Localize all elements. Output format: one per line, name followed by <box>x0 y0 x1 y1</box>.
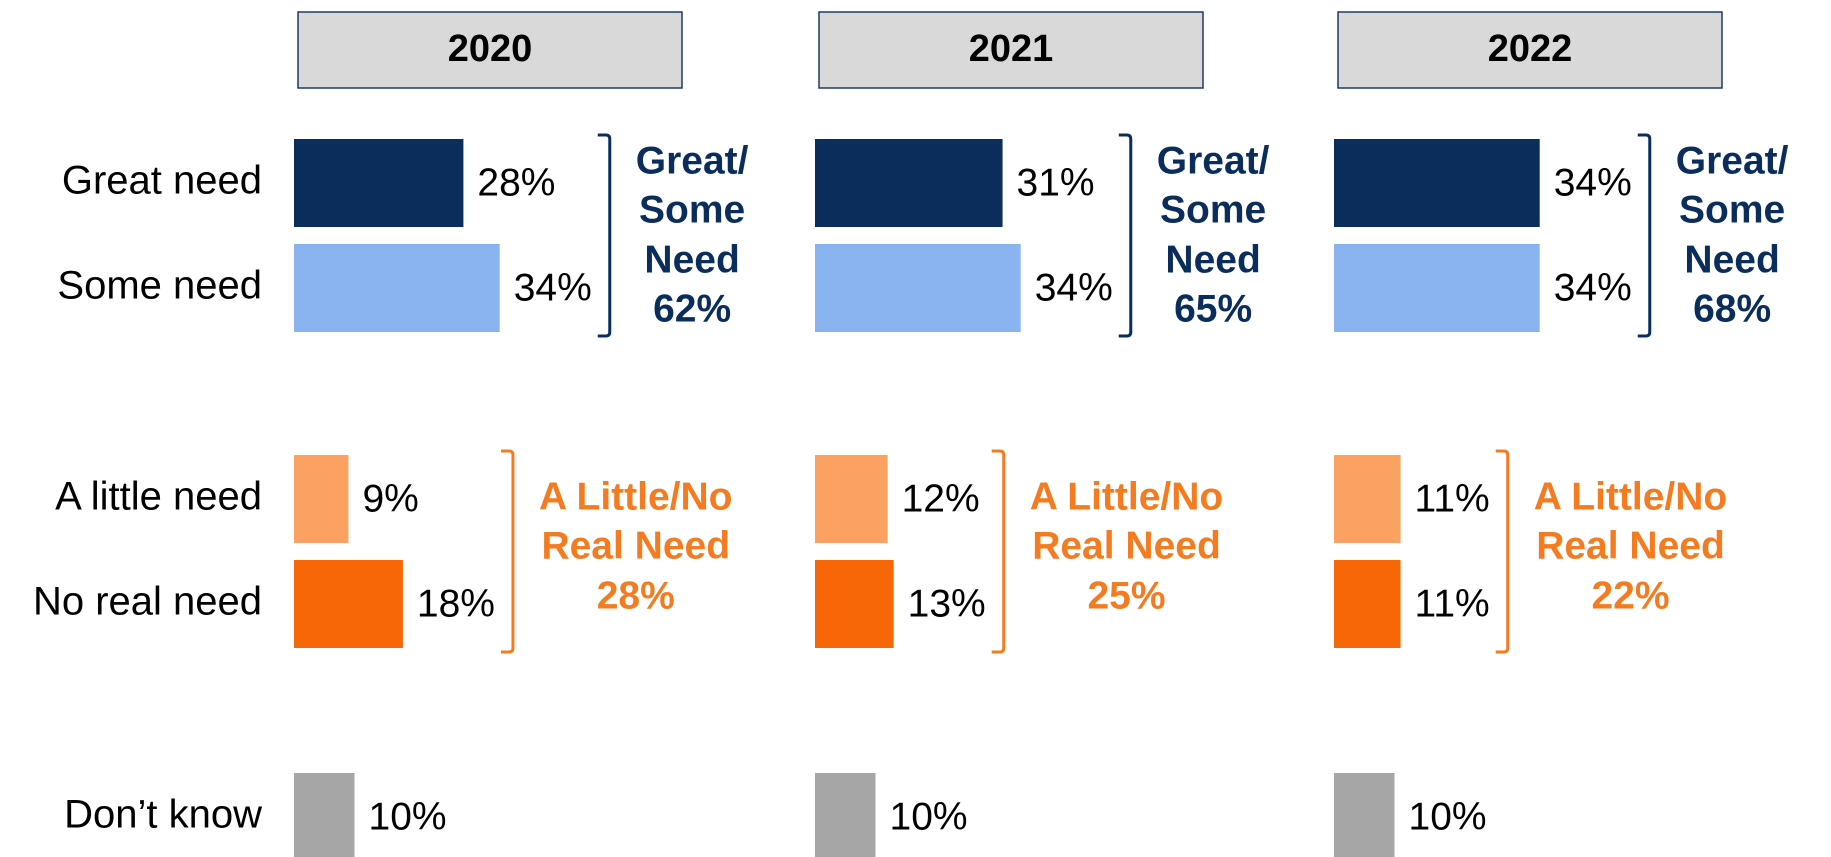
value-label: 34% <box>1554 161 1632 204</box>
value-label: 10% <box>890 795 968 838</box>
category-label: Don’t know <box>64 793 262 837</box>
value-label: 10% <box>1409 795 1487 838</box>
value-label: 10% <box>369 795 447 838</box>
bar <box>294 244 500 332</box>
bar <box>1334 244 1540 332</box>
group-label: A Little/No <box>1534 475 1728 518</box>
bar <box>1334 139 1540 227</box>
year-header: 2021 <box>969 28 1054 70</box>
value-label: 18% <box>417 582 495 625</box>
group-value: 25% <box>1087 574 1165 617</box>
year-header-box <box>1337 11 1723 89</box>
bar <box>1334 560 1401 648</box>
value-label: 34% <box>1554 266 1632 309</box>
group-bracket <box>1118 133 1133 338</box>
bar <box>1334 773 1395 857</box>
bar <box>294 139 464 227</box>
group-label: Some <box>1160 188 1266 231</box>
bar <box>294 455 349 543</box>
value-label: 13% <box>908 582 986 625</box>
category-label: A little need <box>55 475 262 519</box>
group-label: Great/ <box>1676 139 1789 182</box>
year-header-box <box>297 11 683 89</box>
bar <box>815 773 876 857</box>
bar <box>815 244 1021 332</box>
group-label: A Little/No <box>1030 475 1224 518</box>
group-value: 68% <box>1693 287 1771 330</box>
year-header-box <box>818 11 1204 89</box>
group-label: Need <box>644 238 739 281</box>
bar <box>294 560 403 648</box>
group-label: Need <box>1684 238 1779 281</box>
year-header: 2020 <box>448 28 533 70</box>
bar <box>815 560 894 648</box>
group-label: Real Need <box>541 524 730 567</box>
value-label: 34% <box>1035 266 1113 309</box>
bar <box>1334 455 1401 543</box>
category-label: Great need <box>62 159 262 203</box>
group-bracket <box>1495 449 1510 654</box>
group-value: 28% <box>597 574 675 617</box>
group-bracket <box>991 449 1006 654</box>
group-label: Some <box>639 188 745 231</box>
value-label: 9% <box>362 477 418 520</box>
value-label: 28% <box>477 161 555 204</box>
group-label: Real Need <box>1536 524 1725 567</box>
value-label: 12% <box>902 477 980 520</box>
group-label: Some <box>1679 188 1785 231</box>
year-header: 2022 <box>1488 28 1573 70</box>
bar <box>815 455 888 543</box>
bar <box>294 773 355 857</box>
group-label: Real Need <box>1032 524 1221 567</box>
value-label: 11% <box>1415 477 1490 520</box>
category-label: Some need <box>57 264 262 308</box>
value-label: 11% <box>1415 582 1490 625</box>
value-label: 31% <box>1017 161 1095 204</box>
group-label: A Little/No <box>539 475 733 518</box>
value-label: 34% <box>514 266 592 309</box>
group-value: 62% <box>653 287 731 330</box>
group-value: 22% <box>1591 574 1669 617</box>
category-label: No real need <box>33 580 262 624</box>
group-label: Need <box>1165 238 1260 281</box>
group-bracket <box>500 449 515 654</box>
group-label: Great/ <box>1157 139 1270 182</box>
group-label: Great/ <box>636 139 749 182</box>
bar <box>815 139 1003 227</box>
group-bracket <box>597 133 612 338</box>
group-value: 65% <box>1174 287 1252 330</box>
group-bracket <box>1637 133 1652 338</box>
